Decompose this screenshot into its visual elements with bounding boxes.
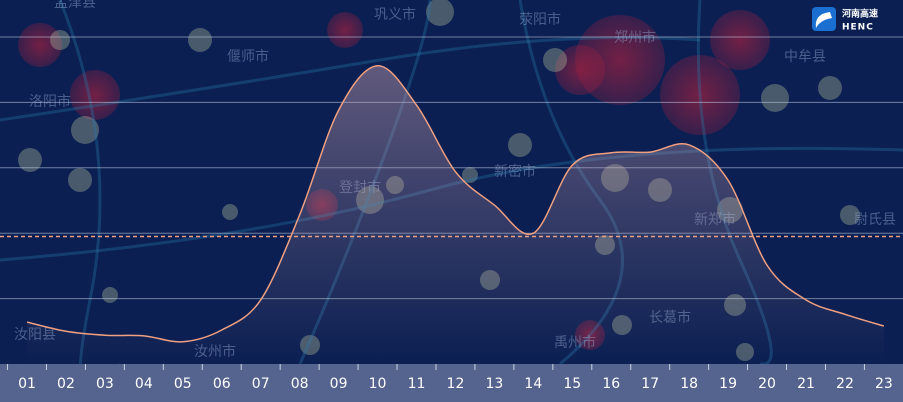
x-tick-label: 21 bbox=[797, 376, 815, 392]
map-dot bbox=[840, 205, 860, 225]
map-dot bbox=[222, 204, 238, 220]
map-dot bbox=[761, 84, 789, 112]
map-label: 巩义市 bbox=[374, 6, 416, 23]
x-tick-label: 10 bbox=[369, 376, 387, 392]
map-label: 偃师市 bbox=[227, 48, 269, 65]
logo-abbr: HENC bbox=[842, 23, 874, 33]
map-dot bbox=[18, 148, 42, 172]
map-dot bbox=[71, 116, 99, 144]
x-tick-label: 19 bbox=[719, 376, 737, 392]
x-tick-label: 12 bbox=[447, 376, 465, 392]
map-dot bbox=[555, 45, 605, 95]
map-dot bbox=[543, 48, 567, 72]
x-tick-label: 03 bbox=[96, 376, 114, 392]
x-tick-label: 05 bbox=[174, 376, 192, 392]
x-tick-label: 06 bbox=[213, 376, 231, 392]
map-dot bbox=[50, 30, 70, 50]
map-label: 新密市 bbox=[494, 163, 536, 180]
map-dot bbox=[327, 12, 363, 48]
map-label: 洛阳市 bbox=[29, 93, 71, 110]
map-dot bbox=[70, 70, 120, 120]
map-dot bbox=[818, 76, 842, 100]
map-label: 荥阳市 bbox=[519, 11, 561, 28]
map-dot bbox=[102, 287, 118, 303]
x-tick-label: 22 bbox=[836, 376, 854, 392]
x-tick-label: 09 bbox=[330, 376, 348, 392]
logo-name: 河南高速 bbox=[842, 8, 878, 20]
map-dot bbox=[508, 133, 532, 157]
map-dot bbox=[18, 23, 62, 67]
x-tick-label: 01 bbox=[18, 376, 36, 392]
x-tick-label: 17 bbox=[641, 376, 659, 392]
x-tick-label: 14 bbox=[524, 376, 542, 392]
map-dot bbox=[710, 10, 770, 70]
area bbox=[27, 65, 884, 364]
map-label: 尉氏县 bbox=[854, 212, 896, 228]
map-dot bbox=[462, 167, 478, 183]
map-dot bbox=[426, 0, 454, 26]
x-tick-label: 04 bbox=[135, 376, 153, 392]
map-dot bbox=[660, 55, 740, 135]
x-tick-label: 11 bbox=[408, 376, 426, 392]
map-label: 中牟县 bbox=[784, 49, 826, 65]
x-tick-label: 07 bbox=[252, 376, 270, 392]
x-tick-label: 08 bbox=[291, 376, 309, 392]
x-tick-label: 02 bbox=[57, 376, 75, 392]
map-dot bbox=[188, 28, 212, 52]
logo-swoosh bbox=[815, 12, 832, 28]
x-tick-label: 20 bbox=[758, 376, 776, 392]
x-tick-label: 13 bbox=[485, 376, 503, 392]
map-dot bbox=[68, 168, 92, 192]
map-label: 孟津县 bbox=[54, 0, 96, 11]
x-tick-label: 16 bbox=[602, 376, 620, 392]
x-tick-label: 15 bbox=[563, 376, 581, 392]
x-tick-label: 18 bbox=[680, 376, 698, 392]
x-axis-band bbox=[0, 364, 903, 402]
line bbox=[26, 65, 885, 343]
x-tick-label: 23 bbox=[875, 376, 893, 392]
logo: 河南高速 HENC bbox=[812, 7, 878, 33]
